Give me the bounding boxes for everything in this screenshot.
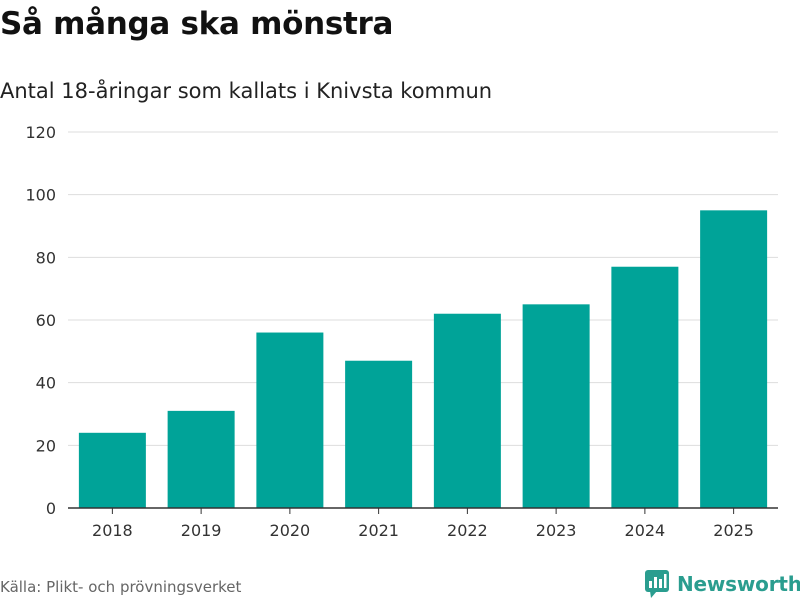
x-tick-label: 2022 — [447, 521, 488, 540]
x-tick-label: 2024 — [625, 521, 666, 540]
bar-2022 — [433, 313, 501, 508]
brand-logo[interactable]: Newsworthy — [644, 569, 800, 599]
x-tick-label: 2019 — [181, 521, 222, 540]
bars — [78, 210, 768, 509]
x-tick-label: 2021 — [358, 521, 399, 540]
bar-2025 — [700, 210, 768, 509]
y-tick-label: 120 — [25, 123, 56, 142]
x-axis-ticks: 2018 2019 2020 2021 2022 2023 2024 2025 — [92, 508, 754, 540]
x-tick-label: 2020 — [270, 521, 311, 540]
y-tick-label: 60 — [36, 311, 56, 330]
x-tick-label: 2018 — [92, 521, 133, 540]
x-tick-label: 2025 — [713, 521, 754, 540]
newsworthy-logo-icon — [645, 570, 669, 598]
bar-2023 — [522, 304, 590, 508]
bar-2021 — [345, 360, 413, 508]
source-note: Källa: Plikt- och prövningsverket — [0, 578, 242, 596]
y-tick-label: 100 — [25, 186, 56, 205]
y-tick-label: 80 — [36, 248, 56, 267]
chart-subtitle: Antal 18-åringar som kallats i Knivsta k… — [0, 79, 493, 103]
bar-2018 — [78, 432, 146, 508]
y-tick-label: 0 — [46, 499, 56, 518]
y-axis-ticks: 0 20 40 60 80 100 120 — [25, 123, 56, 518]
bar-2020 — [256, 332, 324, 508]
bar-chart: 0 20 40 60 80 100 120 2018 2019 2020 2021 2022 2023… — [25, 123, 778, 540]
brand-name: Newsworthy — [677, 572, 800, 596]
bar-2024 — [611, 266, 679, 508]
y-tick-label: 40 — [36, 374, 56, 393]
x-tick-label: 2023 — [536, 521, 577, 540]
y-tick-label: 20 — [36, 436, 56, 455]
chart-title: Så många ska mönstra — [0, 6, 394, 42]
bar-2019 — [167, 410, 235, 508]
